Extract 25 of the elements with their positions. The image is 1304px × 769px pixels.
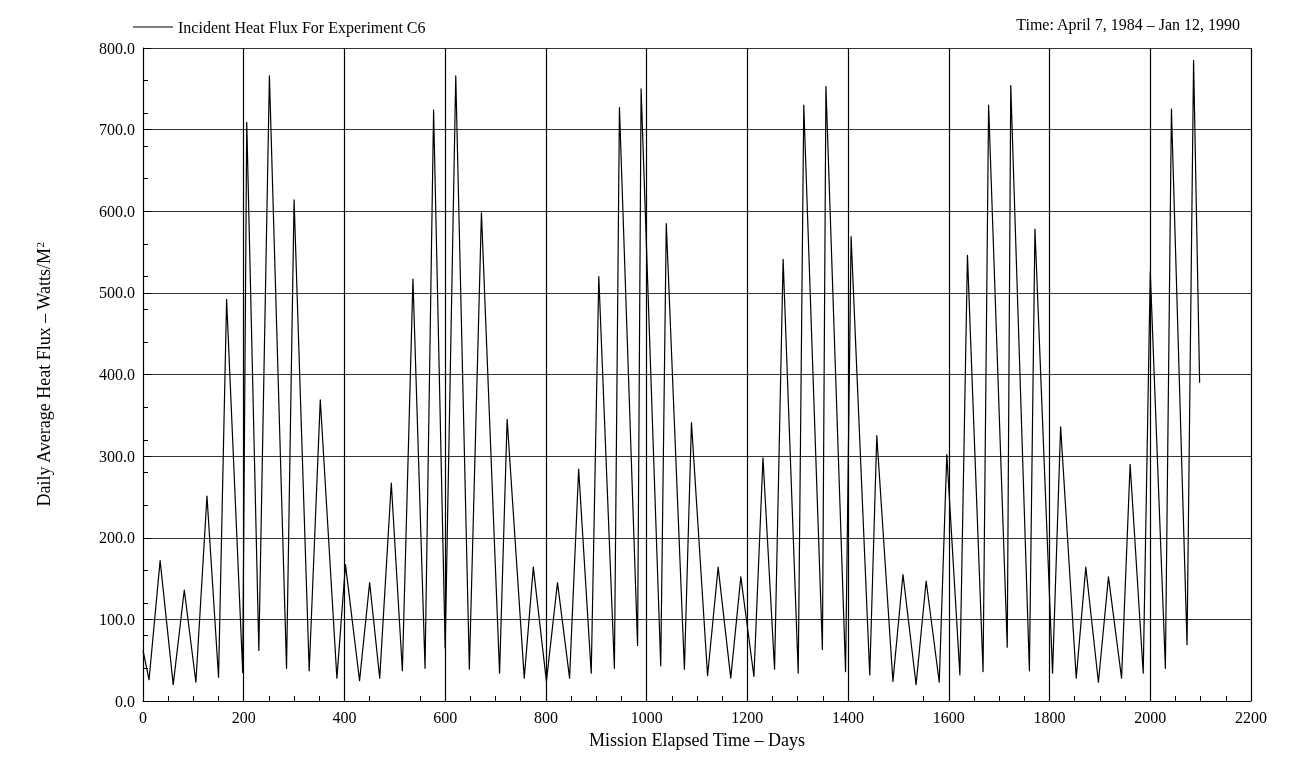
- y-tick-label: 600.0: [99, 202, 135, 220]
- x-tick-label: 1800: [1033, 708, 1066, 726]
- x-tick-label: 600: [433, 708, 458, 726]
- y-tick-label: 700.0: [99, 121, 135, 139]
- y-tick-label: 500.0: [99, 284, 135, 302]
- x-tick-label: 1200: [731, 708, 764, 726]
- legend-label: Incident Heat Flux For Experiment C6: [178, 18, 426, 37]
- y-tick-label: 400.0: [99, 366, 135, 383]
- text: Time: April 7, 1984 – Jan 12, 1990: [1016, 15, 1241, 34]
- x-tick-label: 400: [332, 708, 357, 726]
- x-tick-label: 200: [231, 708, 256, 726]
- x-tick-label: 2200: [1235, 708, 1267, 726]
- x-tick-label: 1600: [932, 708, 965, 726]
- x-tick-label: 0: [139, 708, 147, 726]
- x-tick-label: 1000: [630, 708, 663, 726]
- y-tick-label: 0.0: [115, 692, 135, 710]
- x-tick-label: 2000: [1134, 708, 1167, 726]
- y-tick-label: 100.0: [99, 610, 135, 628]
- y-tick-label: 200.0: [99, 529, 135, 547]
- y-axis-title: Daily Average Heat Flux – Watts/M2: [33, 241, 54, 507]
- x-tick-label: 1400: [832, 708, 865, 726]
- y-tick-label: 300.0: [99, 447, 135, 465]
- x-axis-title: Mission Elapsed Time – Days: [588, 730, 806, 750]
- x-tick-label: 800: [533, 708, 558, 726]
- y-tick-label: 800.0: [99, 39, 135, 57]
